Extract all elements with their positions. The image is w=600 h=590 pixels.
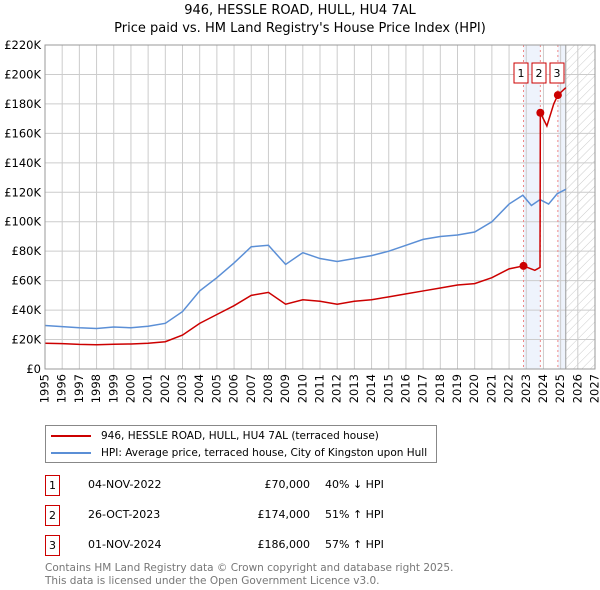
price: £186,000: [257, 538, 311, 551]
x-tick-label: 2022: [502, 374, 516, 403]
sale-point: [553, 91, 562, 100]
y-tick-label: £180K: [4, 97, 41, 111]
y-tick-label: £20K: [12, 333, 42, 347]
legend-swatch: [51, 452, 91, 454]
x-tick-label: 2020: [467, 374, 481, 403]
price: £70,000: [264, 478, 311, 491]
x-tick-label: 1998: [89, 374, 103, 403]
chart-title: 946, HESSLE ROAD, HULL, HU4 7AL Price pai…: [0, 2, 600, 38]
sale-label-box: [513, 62, 529, 84]
shaded-range: [523, 45, 541, 369]
series-line: [44, 87, 567, 346]
sale-point: [519, 261, 528, 270]
y-tick-label: £40K: [12, 303, 42, 317]
x-tick-label: 2006: [227, 374, 241, 403]
x-tick-label: 2024: [536, 374, 550, 403]
sale-label-box: [549, 62, 565, 84]
sale-label: 3: [554, 67, 561, 80]
x-tick-label: 2009: [278, 374, 292, 403]
x-tick-label: 2002: [158, 374, 172, 403]
footer: Contains HM Land Registry data © Crown c…: [45, 562, 453, 588]
y-tick-label: £80K: [12, 244, 42, 258]
x-tick-label: 2004: [192, 374, 206, 403]
y-tick-label: £0: [26, 362, 41, 376]
date: 01-NOV-2024: [88, 538, 162, 551]
x-tick-label: 2014: [364, 374, 378, 403]
x-tick-label: 2015: [381, 374, 395, 403]
hpi-diff: 40% ↓ HPI: [325, 478, 384, 491]
series-line: [44, 188, 567, 330]
y-tick-label: £220K: [4, 38, 41, 52]
plot-frame: [44, 44, 596, 370]
date: 04-NOV-2022: [88, 478, 162, 491]
x-tick-label: 2007: [244, 374, 258, 403]
footer-line: Contains HM Land Registry data © Crown c…: [45, 562, 454, 574]
y-tick-label: £140K: [4, 156, 41, 170]
x-tick-label: 2021: [484, 374, 498, 403]
sale-label: 1: [518, 67, 525, 80]
x-tick-label: 2001: [141, 374, 155, 403]
hpi-diff: 57% ↑ HPI: [325, 538, 384, 551]
x-tick-label: 2012: [330, 374, 344, 403]
date: 26-OCT-2023: [88, 508, 161, 521]
shaded-range: [557, 45, 566, 369]
title-line: 946, HESSLE ROAD, HULL, HU4 7AL: [184, 3, 416, 18]
legend-label: HPI: Average price, terraced house, City…: [101, 447, 428, 459]
x-tick-label: 2000: [123, 374, 137, 403]
x-tick-label: 1995: [38, 374, 52, 403]
legend-swatch: [51, 435, 91, 437]
hpi-diff: 51% ↑ HPI: [325, 508, 384, 521]
subtitle-line: Price paid vs. HM Land Registry's House …: [114, 21, 486, 36]
x-tick-label: 2018: [433, 374, 447, 403]
x-tick-label: 2005: [209, 374, 223, 403]
x-tick-label: 1999: [106, 374, 120, 403]
y-tick-label: £120K: [4, 185, 41, 199]
x-tick-label: 2010: [295, 374, 309, 403]
y-tick-label: £160K: [4, 126, 41, 140]
x-tick-label: 2016: [398, 374, 412, 403]
y-tick-label: £100K: [4, 215, 41, 229]
x-tick-label: 2003: [175, 374, 189, 403]
x-tick-label: 2011: [313, 374, 327, 403]
marker-badge: 1: [45, 475, 60, 496]
x-tick-label: 2008: [261, 374, 275, 403]
plot-area: 1995 1996 1997 1998 1999 2000 2001 2002 2003 2004…: [4, 38, 600, 403]
x-tick-label: 2019: [450, 374, 464, 403]
sale-label-box: [531, 62, 547, 84]
legend-item-hpi: HPI: Average price, terraced house, City…: [51, 445, 427, 461]
price: £174,000: [257, 508, 311, 521]
footer-line: This data is licensed under the Open Gov…: [45, 575, 380, 587]
x-tick-label: 2017: [416, 374, 430, 403]
x-tick-label: 2013: [347, 374, 361, 403]
marker-badge: 2: [45, 505, 60, 526]
x-tick-label: 2026: [570, 374, 584, 403]
sale-label: 2: [536, 67, 543, 80]
legend: 946, HESSLE ROAD, HULL, HU4 7AL (terrace…: [45, 425, 437, 463]
x-tick-label: 1996: [55, 374, 69, 403]
x-tick-label: 2023: [519, 374, 533, 403]
x-tick-label: 2025: [553, 374, 567, 403]
legend-item-property: 946, HESSLE ROAD, HULL, HU4 7AL (terrace…: [51, 428, 379, 444]
x-tick-label: 2027: [588, 374, 600, 403]
forecast-hatch: [565, 45, 595, 369]
legend-label: 946, HESSLE ROAD, HULL, HU4 7AL (terrace…: [101, 430, 379, 442]
sale-point: [536, 108, 545, 117]
marker-badge: 3: [45, 535, 60, 556]
y-tick-label: £200K: [4, 67, 41, 81]
x-tick-label: 1997: [72, 374, 86, 403]
y-tick-label: £60K: [12, 274, 42, 288]
